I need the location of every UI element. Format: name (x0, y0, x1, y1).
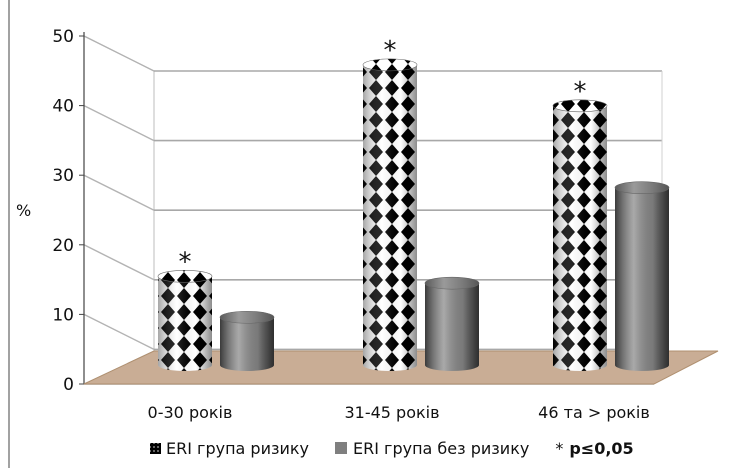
bar-risk-3 (552, 99, 608, 371)
legend-item-no-risk: ERI група без ризику (335, 439, 529, 458)
y-tick-label: 30 (52, 166, 74, 186)
y-tick-label: 10 (52, 305, 74, 325)
legend-swatch-no-risk (335, 442, 348, 454)
bar-risk-2 (362, 58, 418, 372)
x-tick-label: 46 та > років (538, 403, 650, 422)
gridline-side (83, 35, 155, 72)
legend-label-risk: ERI група ризику (166, 438, 310, 458)
bar-risk-1 (157, 270, 213, 371)
x-tick-label: 0-30 років (148, 403, 233, 422)
significance-star: * (384, 36, 397, 66)
legend-item-significance: * p≤0,05 (555, 439, 633, 458)
significance-star: * (574, 77, 587, 107)
y-tick-label: 20 (52, 236, 74, 256)
gridline-side (83, 174, 155, 211)
bar-no-risk-2 (424, 276, 480, 371)
legend-star-icon: * (555, 438, 564, 458)
gridline-side (83, 244, 155, 281)
y-tick-label: 40 (52, 97, 74, 117)
gridline-side (83, 313, 155, 351)
gridline-side (83, 104, 155, 142)
y-tick-label: 0 (63, 375, 74, 395)
legend: ERI група ризику ERI група без ризику * … (150, 436, 660, 460)
legend-item-risk: ERI група ризику (150, 439, 309, 458)
bar-no-risk-3 (614, 181, 670, 371)
bar-no-risk-1 (219, 310, 275, 371)
x-tick-label: 31-45 років (344, 403, 439, 422)
y-axis-label: % (16, 201, 31, 220)
text-layer: 0 10 20 30 40 50% * 0-30 років * 31-45 років * 46 т… (16, 27, 650, 422)
legend-swatch-risk (150, 442, 161, 454)
bars-layer (157, 58, 670, 372)
y-tick-label: 50 (52, 27, 74, 47)
legend-label-no-risk: ERI група без ризику (353, 438, 530, 458)
legend-significance-label: p≤0,05 (569, 438, 634, 458)
significance-star: * (179, 247, 192, 277)
